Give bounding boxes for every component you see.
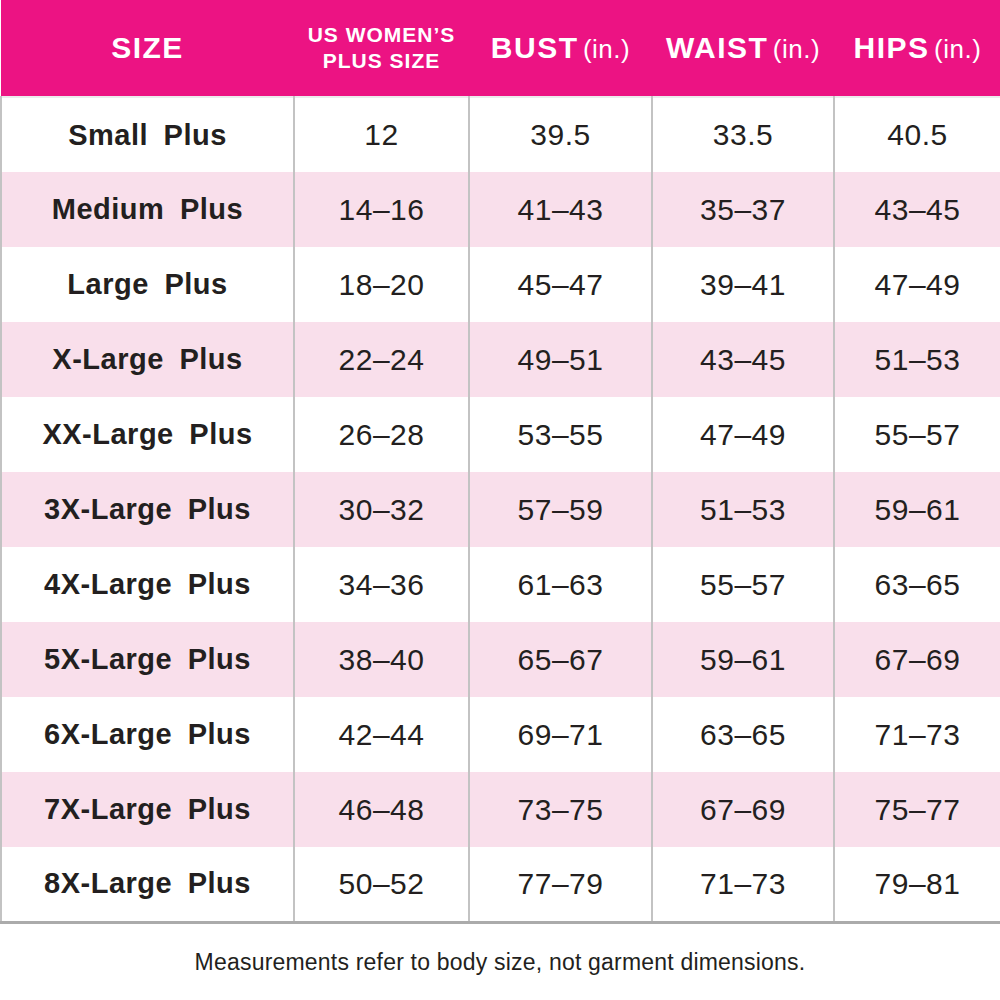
column-header-us-plus-size: US WOMEN’S PLUS SIZE: [294, 0, 469, 97]
plus-size-header-line2: PLUS SIZE: [294, 48, 469, 74]
hips-header-label: HIPS: [854, 31, 930, 64]
cell-size-label: 3X-Large Plus: [1, 472, 294, 547]
cell-bust: 45–47: [469, 247, 652, 322]
cell-hips: 79–81: [834, 847, 1000, 922]
cell-us-plus-size: 46–48: [294, 772, 469, 847]
table-row: 8X-Large Plus50–5277–7971–7379–81: [1, 847, 1000, 922]
table-header: SIZE US WOMEN’S PLUS SIZE BUST (in.) WAI…: [1, 0, 1000, 97]
cell-waist: 59–61: [652, 622, 834, 697]
cell-waist: 39–41: [652, 247, 834, 322]
cell-us-plus-size: 18–20: [294, 247, 469, 322]
table-row: 7X-Large Plus46–4873–7567–6975–77: [1, 772, 1000, 847]
cell-waist: 63–65: [652, 697, 834, 772]
header-row: SIZE US WOMEN’S PLUS SIZE BUST (in.) WAI…: [1, 0, 1000, 97]
cell-bust: 65–67: [469, 622, 652, 697]
cell-hips: 55–57: [834, 397, 1000, 472]
cell-hips: 43–45: [834, 172, 1000, 247]
table-body: Small Plus1239.533.540.5Medium Plus14–16…: [1, 97, 1000, 922]
cell-size-label: X-Large Plus: [1, 322, 294, 397]
cell-size-label: Large Plus: [1, 247, 294, 322]
cell-size-label: Small Plus: [1, 97, 294, 172]
cell-bust: 39.5: [469, 97, 652, 172]
cell-hips: 47–49: [834, 247, 1000, 322]
cell-hips: 71–73: [834, 697, 1000, 772]
cell-size-label: 6X-Large Plus: [1, 697, 294, 772]
column-header-waist: WAIST (in.): [652, 0, 834, 97]
cell-hips: 51–53: [834, 322, 1000, 397]
cell-waist: 51–53: [652, 472, 834, 547]
cell-bust: 41–43: [469, 172, 652, 247]
cell-us-plus-size: 22–24: [294, 322, 469, 397]
footnote-container: Measurements refer to body size, not gar…: [0, 924, 1000, 1000]
cell-size-label: 4X-Large Plus: [1, 547, 294, 622]
cell-bust: 77–79: [469, 847, 652, 922]
size-chart-table: SIZE US WOMEN’S PLUS SIZE BUST (in.) WAI…: [0, 0, 1000, 924]
column-header-bust: BUST (in.): [469, 0, 652, 97]
cell-us-plus-size: 38–40: [294, 622, 469, 697]
cell-bust: 57–59: [469, 472, 652, 547]
table-row: 5X-Large Plus38–4065–6759–6167–69: [1, 622, 1000, 697]
cell-us-plus-size: 34–36: [294, 547, 469, 622]
cell-size-label: 8X-Large Plus: [1, 847, 294, 922]
cell-us-plus-size: 50–52: [294, 847, 469, 922]
cell-us-plus-size: 42–44: [294, 697, 469, 772]
plus-size-header-line1: US WOMEN’S: [294, 22, 469, 48]
cell-us-plus-size: 30–32: [294, 472, 469, 547]
cell-hips: 59–61: [834, 472, 1000, 547]
table-row: 3X-Large Plus30–3257–5951–5359–61: [1, 472, 1000, 547]
waist-header-unit: (in.): [773, 34, 820, 64]
cell-bust: 49–51: [469, 322, 652, 397]
cell-waist: 43–45: [652, 322, 834, 397]
cell-hips: 63–65: [834, 547, 1000, 622]
table-row: Medium Plus14–1641–4335–3743–45: [1, 172, 1000, 247]
cell-bust: 73–75: [469, 772, 652, 847]
waist-header-label: WAIST: [666, 31, 769, 64]
cell-waist: 35–37: [652, 172, 834, 247]
table-row: Large Plus18–2045–4739–4147–49: [1, 247, 1000, 322]
hips-header-unit: (in.): [934, 34, 981, 64]
cell-size-label: Medium Plus: [1, 172, 294, 247]
cell-waist: 67–69: [652, 772, 834, 847]
table-row: XX-Large Plus26–2853–5547–4955–57: [1, 397, 1000, 472]
size-header-label: SIZE: [111, 31, 184, 64]
cell-bust: 69–71: [469, 697, 652, 772]
cell-waist: 55–57: [652, 547, 834, 622]
cell-size-label: 5X-Large Plus: [1, 622, 294, 697]
cell-bust: 61–63: [469, 547, 652, 622]
cell-us-plus-size: 26–28: [294, 397, 469, 472]
table-row: Small Plus1239.533.540.5: [1, 97, 1000, 172]
column-header-hips: HIPS (in.): [834, 0, 1000, 97]
cell-hips: 67–69: [834, 622, 1000, 697]
cell-size-label: XX-Large Plus: [1, 397, 294, 472]
cell-waist: 33.5: [652, 97, 834, 172]
table-row: 6X-Large Plus42–4469–7163–6571–73: [1, 697, 1000, 772]
bust-header-label: BUST: [491, 31, 579, 64]
cell-us-plus-size: 12: [294, 97, 469, 172]
cell-hips: 75–77: [834, 772, 1000, 847]
footnote-text: Measurements refer to body size, not gar…: [195, 949, 806, 976]
cell-size-label: 7X-Large Plus: [1, 772, 294, 847]
cell-waist: 71–73: [652, 847, 834, 922]
cell-waist: 47–49: [652, 397, 834, 472]
table-row: X-Large Plus22–2449–5143–4551–53: [1, 322, 1000, 397]
cell-bust: 53–55: [469, 397, 652, 472]
cell-us-plus-size: 14–16: [294, 172, 469, 247]
bust-header-unit: (in.): [583, 34, 630, 64]
table-row: 4X-Large Plus34–3661–6355–5763–65: [1, 547, 1000, 622]
column-header-size: SIZE: [1, 0, 294, 97]
cell-hips: 40.5: [834, 97, 1000, 172]
